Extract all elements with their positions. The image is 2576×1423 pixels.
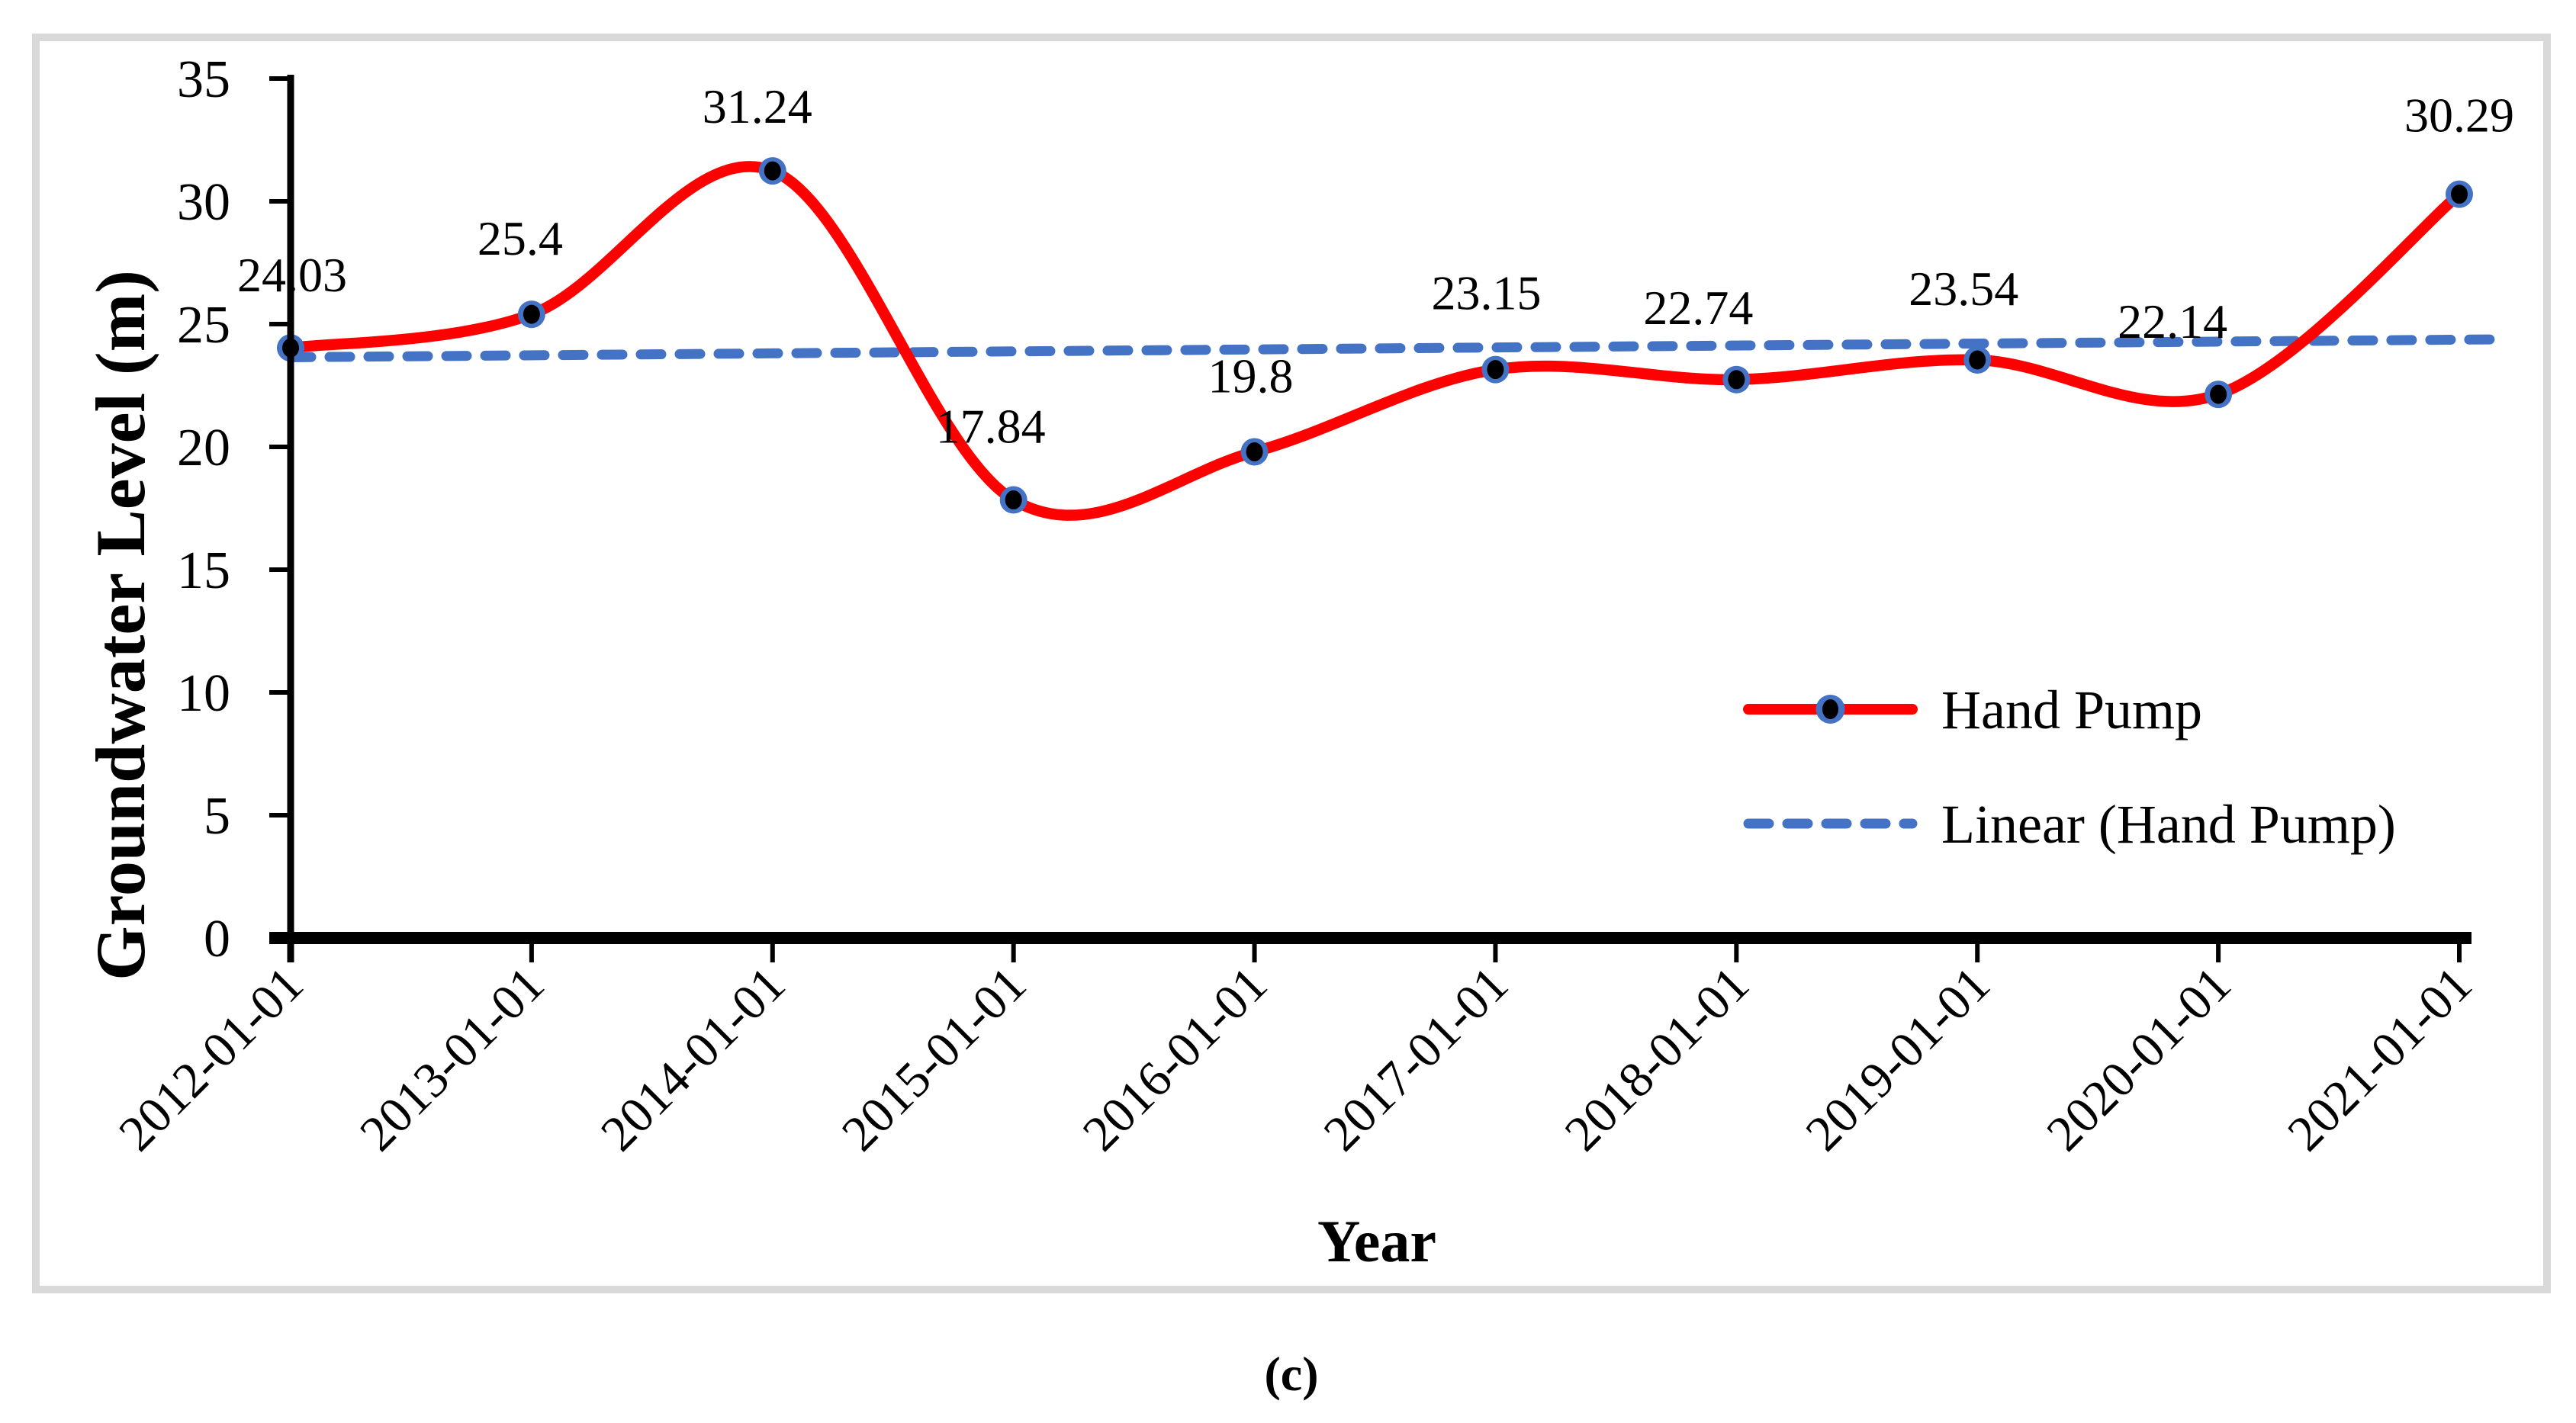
x-tick-label: 2018-01-01 [1555, 956, 1760, 1161]
data-label: 25.4 [478, 211, 563, 265]
data-label: 22.74 [1643, 281, 1753, 335]
x-tick-label: 2013-01-01 [349, 956, 555, 1161]
data-point-marker [523, 304, 540, 324]
data-point-marker [1246, 442, 1263, 461]
data-point-marker [2210, 384, 2227, 404]
legend-label-linear-hand-pump: Linear (Hand Pump) [1941, 794, 2396, 855]
x-tick-label: 2017-01-01 [1314, 956, 1519, 1161]
y-tick-label: 35 [177, 50, 230, 109]
x-tick-label: 2021-01-01 [2277, 956, 2482, 1161]
figure-caption: (c) [1264, 1347, 1319, 1401]
legend-hand-pump-marker [1822, 699, 1838, 719]
y-axis-title: Groundwater Level (m) [82, 270, 159, 981]
x-tick-label: 2014-01-01 [590, 956, 796, 1161]
x-tick-label: 2012-01-01 [108, 956, 314, 1161]
data-label: 31.24 [703, 79, 812, 133]
y-tick-label: 25 [177, 296, 230, 355]
y-tick-label: 5 [204, 787, 230, 846]
x-tick-label: 2020-01-01 [2036, 956, 2241, 1161]
y-tick-label: 15 [177, 541, 230, 600]
data-label: 19.8 [1208, 349, 1294, 403]
x-axis-title: Year [1317, 1208, 1436, 1274]
y-tick-label: 10 [177, 664, 230, 723]
legend-label-hand-pump: Hand Pump [1941, 679, 2202, 740]
hand-pump-series-line [285, 161, 2465, 521]
data-label: 22.14 [2118, 294, 2227, 349]
x-tick-label: 2019-01-01 [1795, 956, 2000, 1161]
data-point-marker [1487, 360, 1504, 380]
data-label: 30.29 [2404, 88, 2514, 143]
y-tick-label: 0 [204, 910, 230, 968]
data-point-marker [764, 161, 781, 181]
data-point-marker [1005, 490, 1022, 510]
figure-frame [32, 34, 2551, 1293]
x-tick-label: 2015-01-01 [831, 956, 1037, 1161]
data-label: 17.84 [936, 400, 1046, 454]
y-tick-label: 30 [177, 173, 230, 232]
data-label: 23.54 [1909, 262, 2018, 316]
data-point-marker [1728, 370, 1745, 390]
y-tick-label: 20 [177, 419, 230, 477]
x-tick-label: 2016-01-01 [1073, 956, 1278, 1161]
linear-trendline [285, 334, 2506, 362]
data-point-marker [1969, 350, 1986, 370]
data-label: 23.15 [1431, 266, 1541, 320]
data-point-marker [2451, 185, 2468, 204]
